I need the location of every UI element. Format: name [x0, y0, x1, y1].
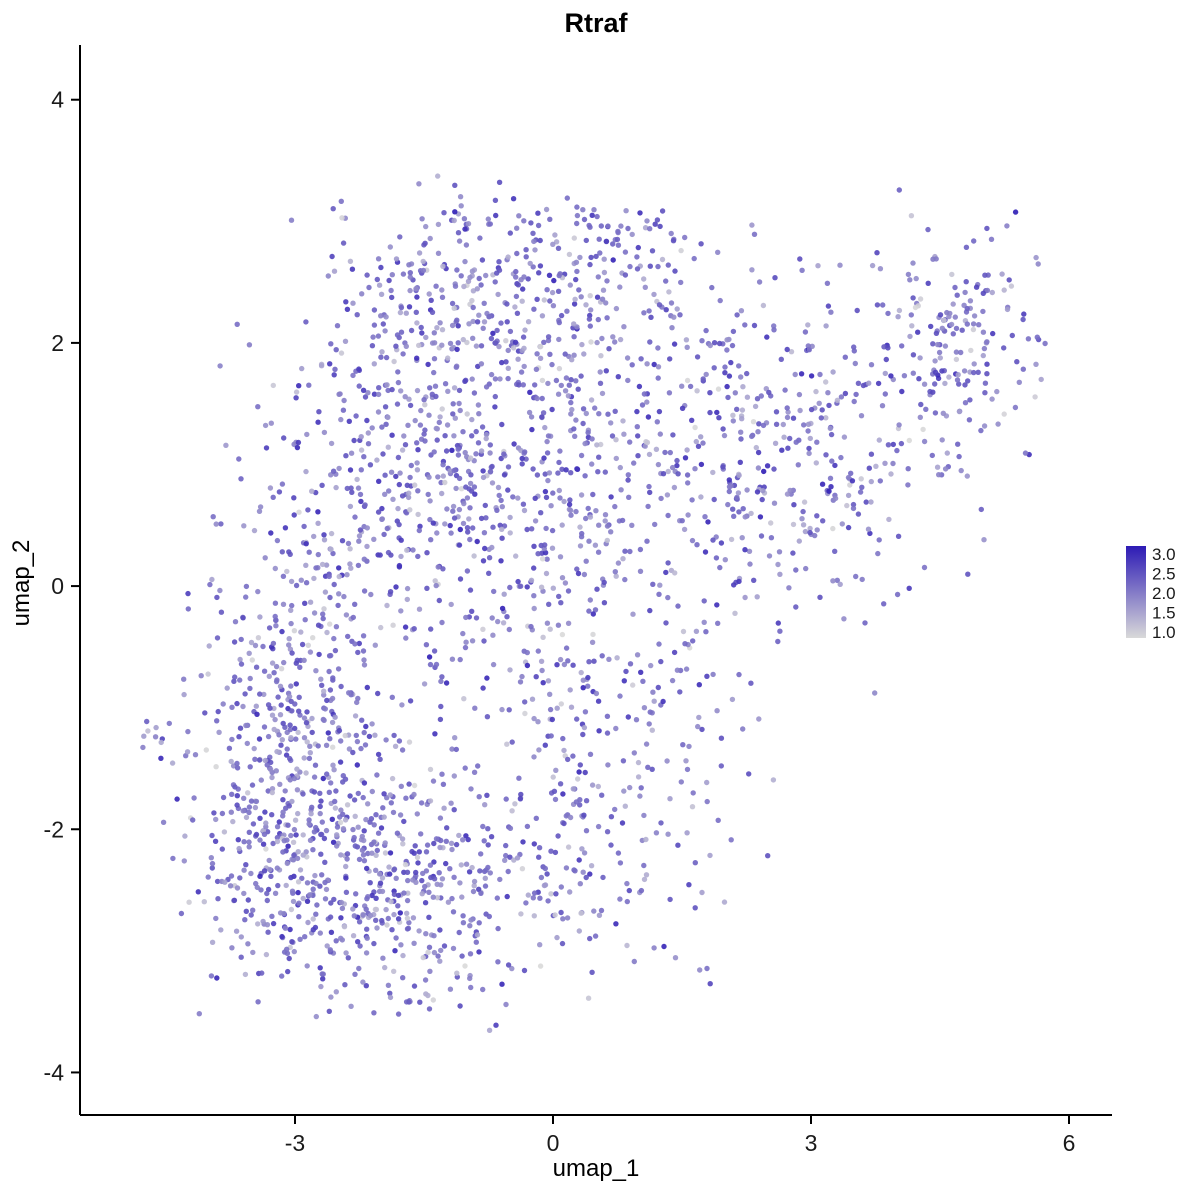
y-tick-label: -4	[44, 1059, 65, 1085]
legend-tick-label: 3.0	[1152, 545, 1176, 564]
legend-tick-label: 2.0	[1152, 584, 1176, 603]
x-axis-label: umap_1	[552, 1155, 640, 1182]
y-tick-label: 2	[51, 330, 64, 356]
legend-tick-label: 2.5	[1152, 565, 1176, 584]
scatter-points	[140, 173, 1048, 1034]
y-tick-label: 4	[51, 87, 64, 113]
legend-gradient-bar	[1126, 546, 1146, 638]
y-axis-label: umap_2	[8, 539, 35, 627]
y-tick-label: -2	[44, 816, 64, 842]
x-tick-label: -3	[285, 1130, 305, 1156]
color-legend: 3.02.52.01.51.0	[1126, 545, 1176, 642]
x-tick-label: 3	[805, 1130, 818, 1156]
x-tick-label: 0	[547, 1130, 560, 1156]
plot-title: Rtraf	[564, 8, 628, 38]
legend-tick-label: 1.0	[1152, 623, 1176, 642]
x-tick-label: 6	[1063, 1130, 1076, 1156]
y-tick-label: 0	[51, 573, 64, 599]
axes: -3 0 3 6 -4 -2 0 2 4	[44, 45, 1112, 1156]
legend-tick-label: 1.5	[1152, 604, 1176, 623]
